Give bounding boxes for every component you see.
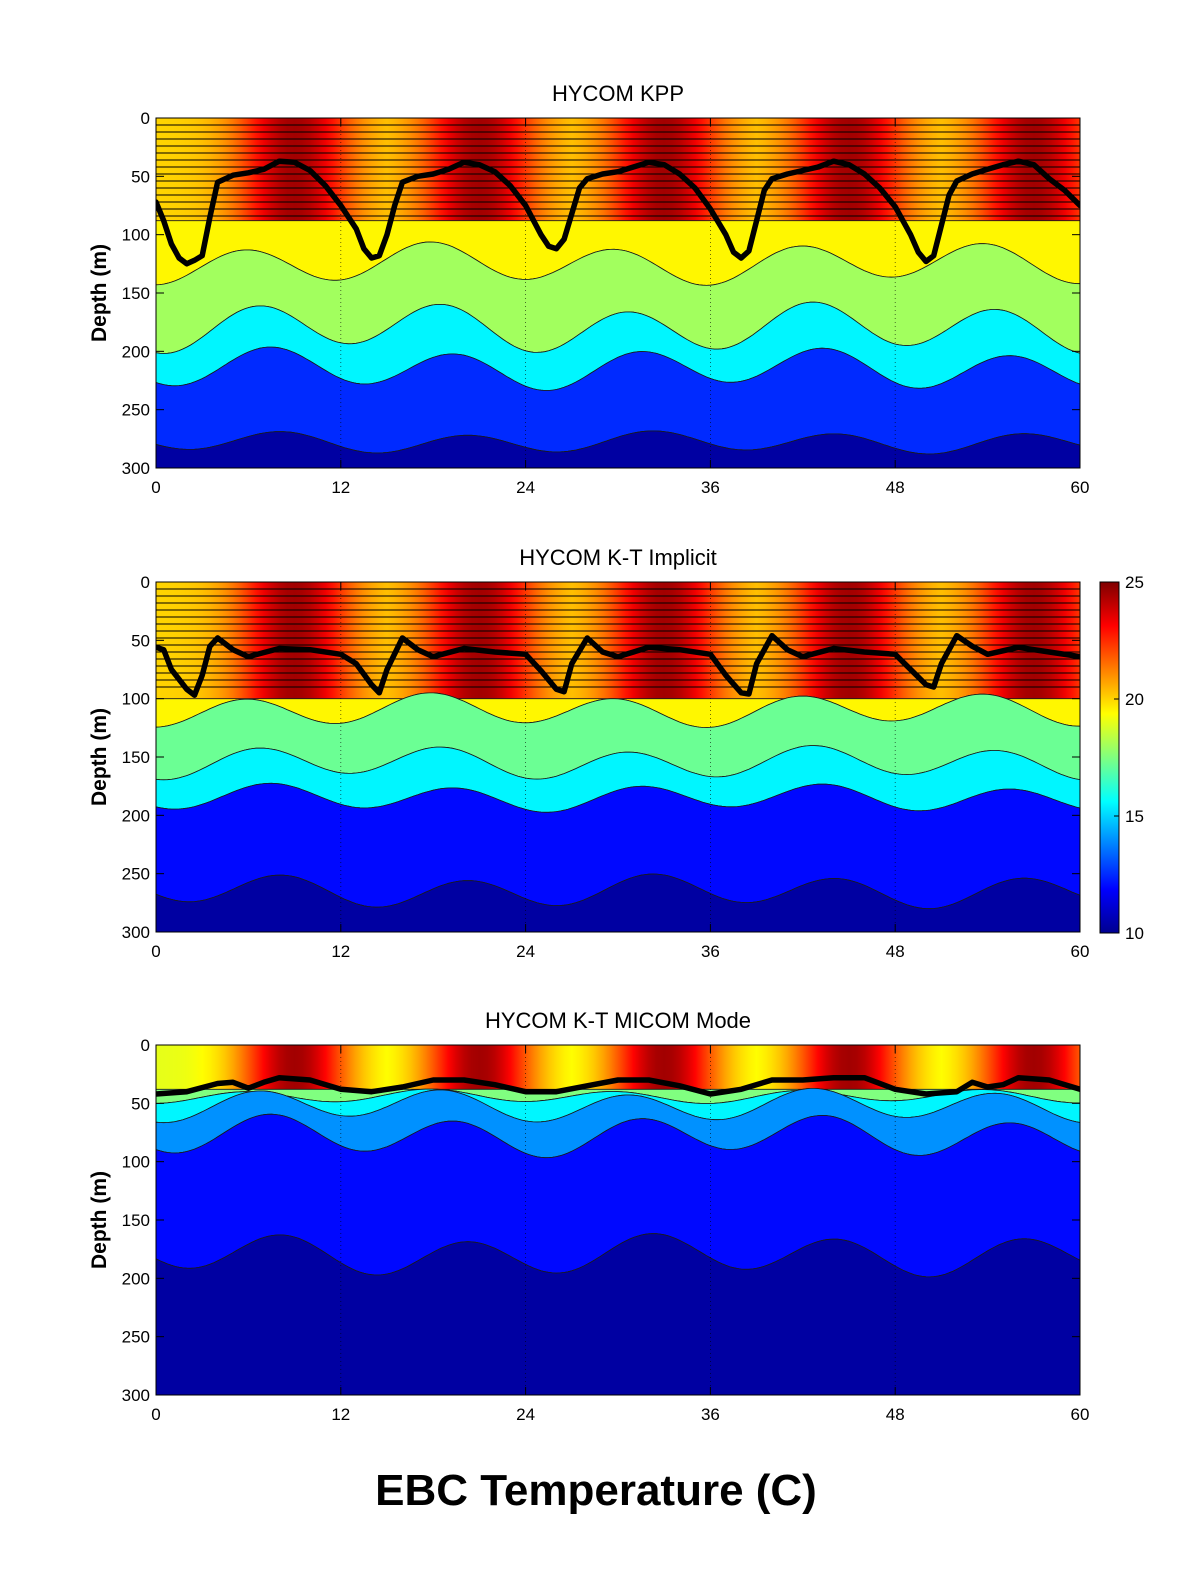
x-tick-label: 36 bbox=[701, 478, 720, 497]
x-tick-label: 12 bbox=[331, 1405, 350, 1424]
panel-title: HYCOM K-T Implicit bbox=[519, 545, 717, 570]
mixed-layer-depth-line bbox=[156, 1074, 1080, 1097]
y-tick-label: 100 bbox=[122, 1153, 150, 1172]
colorbar-tick-label: 20 bbox=[1125, 690, 1144, 709]
x-tick-label: 0 bbox=[151, 478, 160, 497]
surface-warm-layer bbox=[156, 118, 1080, 240]
x-tick-label: 60 bbox=[1071, 1405, 1090, 1424]
plot-area bbox=[156, 1045, 1080, 1395]
y-tick-label: 50 bbox=[131, 631, 150, 650]
x-tick-label: 60 bbox=[1071, 478, 1090, 497]
y-tick-label: 0 bbox=[141, 1036, 150, 1055]
y-tick-label: 300 bbox=[122, 459, 150, 478]
y-tick-label: 200 bbox=[122, 1269, 150, 1288]
y-tick-label: 150 bbox=[122, 284, 150, 303]
panel-3: 0 12 24 36 48 60 0 50 100 150 200 250 300 HYCOM K-T M… bbox=[88, 1008, 1089, 1424]
x-tick-label: 0 bbox=[151, 1405, 160, 1424]
isopycnal-band bbox=[156, 1233, 1080, 1395]
y-tick-label: 100 bbox=[122, 690, 150, 709]
x-tick-label: 0 bbox=[151, 942, 160, 961]
x-tick-label: 48 bbox=[886, 478, 905, 497]
y-tick-label: 300 bbox=[122, 923, 150, 942]
panel-title: HYCOM K-T MICOM Mode bbox=[485, 1008, 751, 1033]
panel-1: 0 12 24 36 48 60 0 50 100 150 200 250 300 HYCOM KPP De… bbox=[88, 81, 1089, 497]
colorbar-tick-label: 25 bbox=[1125, 573, 1144, 592]
x-tick-label: 60 bbox=[1071, 942, 1090, 961]
x-tick-label: 36 bbox=[701, 942, 720, 961]
x-tick-label: 12 bbox=[331, 942, 350, 961]
y-axis-label: Depth (m) bbox=[88, 1171, 111, 1269]
x-tick-label: 24 bbox=[516, 942, 535, 961]
mixed-layer-depth-line bbox=[156, 632, 1080, 698]
x-tick-label: 48 bbox=[886, 942, 905, 961]
panel-title: HYCOM KPP bbox=[552, 81, 684, 106]
colorbar-tick-label: 10 bbox=[1125, 924, 1144, 943]
y-tick-label: 50 bbox=[131, 1094, 150, 1113]
x-tick-label: 48 bbox=[886, 1405, 905, 1424]
colorbar-scale bbox=[1099, 581, 1120, 934]
y-tick-label: 200 bbox=[122, 806, 150, 825]
isopycnal-band bbox=[156, 873, 1080, 932]
x-tick-label: 36 bbox=[701, 1405, 720, 1424]
y-axis-label: Depth (m) bbox=[88, 244, 111, 342]
plot-area bbox=[156, 118, 1080, 468]
y-tick-label: 0 bbox=[141, 109, 150, 128]
y-tick-label: 200 bbox=[122, 342, 150, 361]
y-tick-label: 150 bbox=[122, 1211, 150, 1230]
colorbar: 10 15 20 25 bbox=[1099, 573, 1144, 943]
y-tick-label: 100 bbox=[122, 226, 150, 245]
panel-2: 0 12 24 36 48 60 0 50 100 150 200 250 300 HYCOM K-T I… bbox=[88, 545, 1089, 961]
x-tick-label: 24 bbox=[516, 478, 535, 497]
y-tick-label: 250 bbox=[122, 401, 150, 420]
y-tick-label: 0 bbox=[141, 573, 150, 592]
x-tick-label: 12 bbox=[331, 478, 350, 497]
x-tick-label: 24 bbox=[516, 1405, 535, 1424]
y-axis-label: Depth (m) bbox=[88, 708, 111, 806]
colorbar-tick-label: 15 bbox=[1125, 807, 1144, 826]
y-tick-label: 150 bbox=[122, 748, 150, 767]
y-tick-label: 250 bbox=[122, 1328, 150, 1347]
isopycnal-band bbox=[156, 430, 1080, 468]
y-tick-label: 250 bbox=[122, 865, 150, 884]
mixed-layer-depth-line bbox=[156, 158, 1080, 267]
plot-area bbox=[156, 582, 1080, 932]
y-tick-label: 50 bbox=[131, 167, 150, 186]
figure-title: EBC Temperature (C) bbox=[375, 1466, 817, 1515]
y-tick-label: 300 bbox=[122, 1386, 150, 1405]
